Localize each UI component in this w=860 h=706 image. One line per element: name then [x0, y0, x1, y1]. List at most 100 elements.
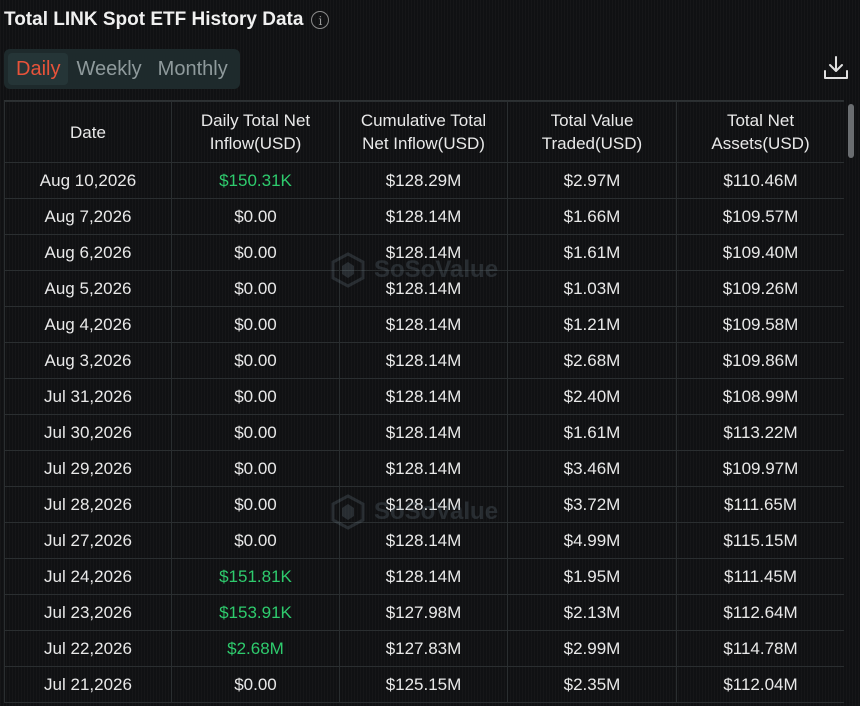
cell-total-value-traded: $1.21M: [507, 306, 677, 343]
cell-total-value-traded: $2.35M: [507, 666, 677, 703]
table-row: Jul 27,2026 $0.00 $128.14M $4.99M $115.15M: [4, 522, 844, 559]
cell-total-value-traded: $1.95M: [507, 558, 677, 595]
cell-daily-net-inflow: $0.00: [171, 450, 340, 487]
cell-total-net-assets: $115.15M: [676, 522, 844, 559]
cell-total-value-traded: $2.97M: [507, 162, 677, 199]
cell-total-net-assets: $110.46M: [676, 162, 844, 199]
cell-total-net-assets: $111.45M: [676, 558, 844, 595]
cell-date: Jul 29,2026: [4, 450, 172, 487]
cell-date: Jul 28,2026: [4, 486, 172, 523]
cell-total-net-assets: $109.97M: [676, 450, 844, 487]
cell-total-net-assets: $113.22M: [676, 414, 844, 451]
download-icon[interactable]: [822, 54, 850, 82]
table-row: Jul 23,2026 $153.91K $127.98M $2.13M $112.64…: [4, 594, 844, 631]
cell-date: Aug 4,2026: [4, 306, 172, 343]
cell-cumulative-net-inflow: $128.29M: [339, 162, 508, 199]
table-row: Aug 6,2026 $0.00 $128.14M $1.61M $109.40M: [4, 234, 844, 271]
cell-total-value-traded: $3.72M: [507, 486, 677, 523]
table-row: Jul 21,2026 $0.00 $125.15M $2.35M $112.04M: [4, 666, 844, 703]
cell-daily-net-inflow: $0.00: [171, 234, 340, 271]
cell-date: Jul 22,2026: [4, 630, 172, 667]
cell-cumulative-net-inflow: $128.14M: [339, 306, 508, 343]
cell-date: Jul 30,2026: [4, 414, 172, 451]
table-row: Jul 29,2026 $0.00 $128.14M $3.46M $109.97M: [4, 450, 844, 487]
cell-daily-net-inflow: $0.00: [171, 486, 340, 523]
cell-total-value-traded: $1.61M: [507, 234, 677, 271]
cell-total-value-traded: $2.13M: [507, 594, 677, 631]
table-row: Aug 7,2026 $0.00 $128.14M $1.66M $109.57M: [4, 198, 844, 235]
tab-daily[interactable]: Daily: [8, 53, 69, 85]
cell-total-net-assets: $109.86M: [676, 342, 844, 379]
cell-total-net-assets: $112.64M: [676, 594, 844, 631]
cell-cumulative-net-inflow: $128.14M: [339, 450, 508, 487]
cell-date: Jul 21,2026: [4, 666, 172, 703]
cell-total-net-assets: $109.26M: [676, 270, 844, 307]
cell-cumulative-net-inflow: $127.98M: [339, 594, 508, 631]
cell-date: Jul 23,2026: [4, 594, 172, 631]
cell-total-value-traded: $1.03M: [507, 270, 677, 307]
table-row: Aug 3,2026 $0.00 $128.14M $2.68M $109.86M: [4, 342, 844, 379]
tab-monthly[interactable]: Monthly: [157, 58, 228, 80]
cell-total-net-assets: $109.57M: [676, 198, 844, 235]
cell-date: Aug 6,2026: [4, 234, 172, 271]
cell-total-value-traded: $3.46M: [507, 450, 677, 487]
cell-total-net-assets: $109.40M: [676, 234, 844, 271]
table-row: Aug 5,2026 $0.00 $128.14M $1.03M $109.26M: [4, 270, 844, 307]
header: Total LINK Spot ETF History Data i: [4, 6, 330, 34]
table-row: Jul 30,2026 $0.00 $128.14M $1.61M $113.22M: [4, 414, 844, 451]
cell-date: Aug 3,2026: [4, 342, 172, 379]
cell-cumulative-net-inflow: $128.14M: [339, 558, 508, 595]
cell-total-value-traded: $1.61M: [507, 414, 677, 451]
cell-daily-net-inflow: $0.00: [171, 522, 340, 559]
cell-total-net-assets: $108.99M: [676, 378, 844, 415]
cell-total-value-traded: $2.99M: [507, 630, 677, 667]
cell-date: Aug 7,2026: [4, 198, 172, 235]
cell-cumulative-net-inflow: $128.14M: [339, 378, 508, 415]
cell-cumulative-net-inflow: $128.14M: [339, 270, 508, 307]
cell-cumulative-net-inflow: $128.14M: [339, 522, 508, 559]
info-icon[interactable]: i: [311, 11, 330, 29]
column-header-total-value-traded: Total Value Traded(USD): [507, 101, 677, 163]
cell-total-value-traded: $2.68M: [507, 342, 677, 379]
cell-daily-net-inflow: $150.31K: [171, 162, 340, 199]
table-row: Aug 4,2026 $0.00 $128.14M $1.21M $109.58M: [4, 306, 844, 343]
cell-cumulative-net-inflow: $128.14M: [339, 198, 508, 235]
column-header-date: Date: [4, 101, 172, 163]
cell-cumulative-net-inflow: $128.14M: [339, 414, 508, 451]
cell-total-value-traded: $1.66M: [507, 198, 677, 235]
cell-daily-net-inflow: $0.00: [171, 198, 340, 235]
cell-daily-net-inflow: $0.00: [171, 342, 340, 379]
cell-date: Jul 24,2026: [4, 558, 172, 595]
column-header-total-net-assets: Total Net Assets(USD): [676, 101, 844, 163]
cell-date: Aug 5,2026: [4, 270, 172, 307]
cell-daily-net-inflow: $0.00: [171, 414, 340, 451]
table-row: Jul 31,2026 $0.00 $128.14M $2.40M $108.99M: [4, 378, 844, 415]
column-header-daily-net-inflow: Daily Total Net Inflow(USD): [171, 101, 340, 163]
cell-total-net-assets: $112.04M: [676, 666, 844, 703]
cell-total-value-traded: $4.99M: [507, 522, 677, 559]
cell-total-net-assets: $109.58M: [676, 306, 844, 343]
cell-date: Jul 27,2026: [4, 522, 172, 559]
cell-cumulative-net-inflow: $128.14M: [339, 342, 508, 379]
cell-daily-net-inflow: $2.68M: [171, 630, 340, 667]
table-row: Jul 28,2026 $0.00 $128.14M $3.72M $111.65M: [4, 486, 844, 523]
period-tabs: Daily Weekly Monthly: [4, 49, 240, 89]
cell-date: Jul 31,2026: [4, 378, 172, 415]
page-title: Total LINK Spot ETF History Data: [4, 9, 304, 30]
cell-daily-net-inflow: $0.00: [171, 666, 340, 703]
cell-total-value-traded: $2.40M: [507, 378, 677, 415]
scrollbar-thumb[interactable]: [848, 104, 854, 158]
history-table-container[interactable]: Date Daily Total Net Inflow(USD) Cumulati…: [4, 100, 844, 706]
cell-cumulative-net-inflow: $128.14M: [339, 234, 508, 271]
tab-weekly[interactable]: Weekly: [76, 58, 142, 80]
table-row: Jul 24,2026 $151.81K $128.14M $1.95M $111.45…: [4, 558, 844, 595]
table-row: Aug 10,2026 $150.31K $128.29M $2.97M $110.46…: [4, 162, 844, 199]
history-table: Date Daily Total Net Inflow(USD) Cumulati…: [4, 101, 844, 703]
cell-date: Aug 10,2026: [4, 162, 172, 199]
cell-daily-net-inflow: $0.00: [171, 306, 340, 343]
cell-daily-net-inflow: $151.81K: [171, 558, 340, 595]
cell-total-net-assets: $111.65M: [676, 486, 844, 523]
cell-daily-net-inflow: $0.00: [171, 270, 340, 307]
cell-daily-net-inflow: $153.91K: [171, 594, 340, 631]
